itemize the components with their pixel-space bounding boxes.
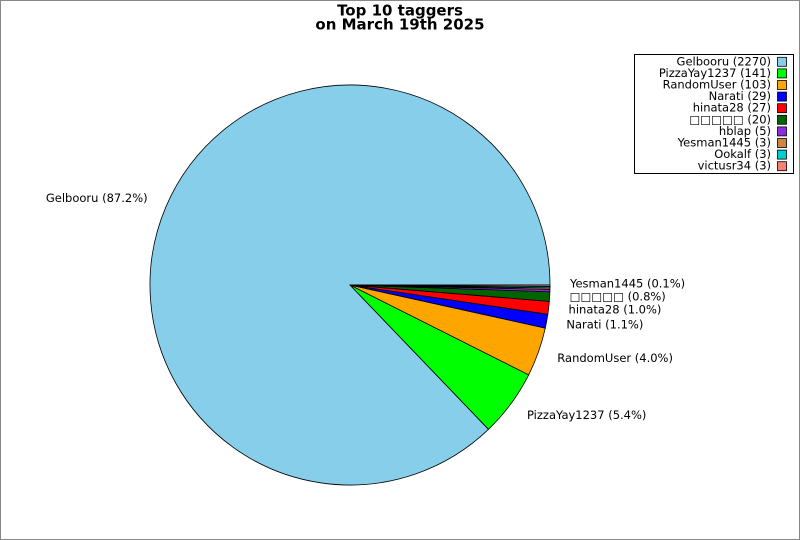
legend-swatch (777, 80, 787, 90)
legend-box (634, 54, 794, 174)
legend-label: hblap (5) (719, 124, 771, 138)
pie-slice (149, 84, 551, 486)
pie-slice (349, 284, 551, 287)
chart-title: Top 10 taggers (337, 2, 463, 20)
slice-label: hinata28 (1.0%) (569, 303, 662, 317)
legend-swatch (777, 149, 787, 160)
legend-swatch (777, 91, 787, 102)
legend-label: PizzaYay1237 (141) (659, 66, 771, 80)
slice-label: Yesman1445 (0.1%) (569, 277, 685, 291)
legend-label: Yesman1445 (3) (677, 136, 771, 150)
legend-label: Ookalf (3) (714, 147, 771, 161)
legend-swatch (777, 138, 787, 148)
legend-label: RandomUser (103) (663, 78, 771, 92)
legend: Gelbooru (2270)PizzaYay1237 (141)RandomU… (634, 54, 794, 174)
slice-label: □□□□□ (0.8%) (570, 290, 666, 304)
legend-label: □□□□□ (20) (689, 112, 771, 126)
legend-swatch (777, 68, 787, 79)
legend-swatch (777, 161, 787, 172)
chart-subtitle: on March 19th 2025 (315, 16, 484, 34)
pie (149, 84, 551, 486)
legend-label: Gelbooru (2270) (677, 54, 771, 68)
legend-swatch (777, 103, 787, 114)
legend-swatch (777, 56, 787, 67)
legend-label: hinata28 (27) (693, 101, 771, 115)
slice-labels: Gelbooru (87.2%) PizzaYay1237 (5.4%) Rando… (46, 191, 685, 422)
legend-swatch (777, 126, 787, 137)
legend-label: Narati (29) (709, 89, 771, 103)
slice-label: Narati (1.1%) (566, 317, 643, 331)
slice-label: Gelbooru (87.2%) (46, 191, 148, 205)
legend-swatch (777, 114, 787, 125)
slice-label: PizzaYay1237 (5.4%) (527, 408, 646, 422)
legend-label: victusr34 (3) (698, 159, 771, 173)
slice-label: RandomUser (4.0%) (557, 351, 673, 365)
